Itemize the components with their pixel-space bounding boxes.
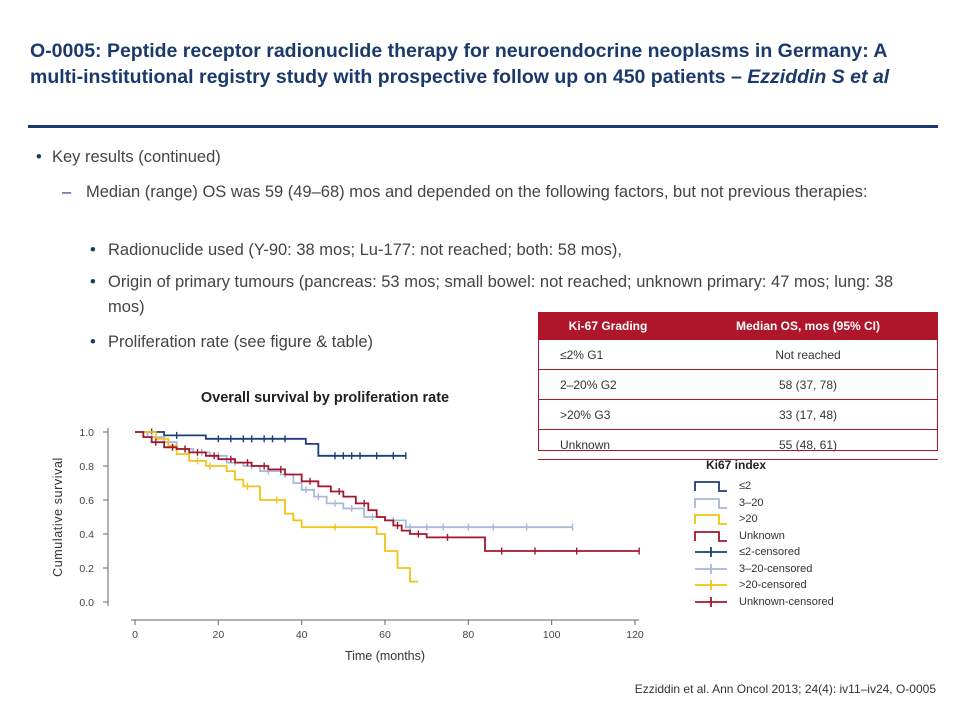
- legend-item-censored: 3–20-censored: [693, 561, 893, 578]
- y-tick-label: 1.0: [79, 427, 94, 439]
- legend-item-censored: Unknown-censored: [693, 594, 893, 611]
- citation: Ezziddin et al. Ann Oncol 2013; 24(4): i…: [634, 682, 936, 696]
- table-cell-median: 58 (37, 78): [678, 369, 938, 400]
- legend-swatch-path: [695, 563, 727, 574]
- legend-item-line: ≤2: [693, 478, 893, 495]
- y-axis-label: Cumulative survival: [51, 457, 65, 577]
- km-curve-series-1: [135, 431, 573, 529]
- legend-item-censored: >20-censored: [693, 577, 893, 594]
- title-main: O-0005: Peptide receptor radionuclide th…: [30, 40, 887, 88]
- table-cell-grading: Unknown: [538, 429, 678, 460]
- bullet-key-results: Key results (continued): [36, 148, 221, 167]
- table-row: 2–20% G2 58 (37, 78): [538, 369, 938, 400]
- x-tick-label: 40: [296, 629, 308, 641]
- table-cell-grading: ≤2% G1: [538, 340, 678, 370]
- table-row: >20% G3 33 (17, 48): [538, 399, 938, 430]
- x-tick-label: 100: [543, 629, 561, 641]
- y-tick-label: 0.4: [79, 529, 94, 541]
- legend-label: 3–20: [739, 496, 764, 509]
- km-curve-series-3: [135, 431, 640, 552]
- table-cell-grading: >20% G3: [538, 399, 678, 430]
- legend: Ki67 index ≤2 3–20 >20 Unknown ≤2-censored 3–…: [693, 458, 893, 610]
- table-row: Unknown 55 (48, 61): [538, 429, 938, 460]
- ki67-table: Ki-67 Grading Median OS, mos (95% CI) ≤2…: [538, 312, 938, 460]
- km-curve-series-2: [135, 431, 419, 583]
- legend-label: Unknown: [739, 529, 785, 542]
- step-swatch-icon: [694, 497, 727, 509]
- step-swatch-icon: [694, 514, 727, 525]
- legend-label: Unknown-censored: [739, 595, 834, 608]
- bullet-radionuclide: Radionuclide used (Y-90: 38 mos; Lu-177:…: [90, 238, 908, 263]
- y-tick-label: 0.2: [79, 563, 94, 575]
- table-cell-median: 55 (48, 61): [678, 429, 938, 460]
- legend-swatch-path: [695, 580, 727, 590]
- table-row: ≤2% G1 Not reached: [538, 340, 938, 370]
- x-tick-label: 20: [212, 629, 224, 641]
- legend-item-censored: ≤2-censored: [693, 544, 893, 561]
- bullet-proliferation: Proliferation rate (see figure & table): [90, 330, 528, 355]
- km-curve-series-0: [135, 431, 406, 457]
- legend-swatch-path: [694, 481, 727, 492]
- page-title: O-0005: Peptide receptor radionuclide th…: [30, 38, 940, 90]
- table-header-median-os: Median OS, mos (95% CI): [678, 312, 938, 340]
- legend-label: >20: [739, 513, 758, 525]
- bullet-origin: Origin of primary tumours (pancreas: 53 …: [90, 270, 898, 320]
- legend-swatch-path: [694, 530, 727, 542]
- legend-label: >20-censored: [739, 579, 807, 591]
- legend-item-line: Unknown: [693, 528, 893, 545]
- legend-swatch-path: [694, 497, 727, 509]
- step-swatch-icon: [694, 530, 727, 542]
- legend-swatch-path: [695, 596, 727, 607]
- step-swatch-icon: [694, 481, 727, 492]
- y-tick-label: 0.6: [79, 495, 94, 507]
- y-tick-label: 0.8: [79, 461, 94, 473]
- censor-swatch-icon: [695, 563, 727, 574]
- title-authors: Ezziddin S et al: [747, 66, 890, 88]
- x-tick-label: 120: [626, 629, 644, 641]
- table-cell-median: Not reached: [678, 340, 938, 370]
- x-tick-label: 0: [132, 629, 138, 641]
- x-axis-label: Time (months): [345, 649, 425, 663]
- legend-swatch-path: [695, 547, 727, 557]
- censor-swatch-icon: [695, 596, 727, 607]
- y-tick-label: 0.0: [79, 597, 94, 609]
- legend-item-line: 3–20: [693, 495, 893, 512]
- legend-label: 3–20-censored: [739, 562, 813, 575]
- x-tick-label: 80: [462, 629, 474, 641]
- legend-title: Ki67 index: [706, 458, 767, 472]
- table-header-row: Ki-67 Grading Median OS, mos (95% CI): [538, 312, 938, 340]
- table-cell-median: 33 (17, 48): [678, 399, 938, 430]
- table-cell-grading: 2–20% G2: [538, 369, 678, 400]
- chart-title: Overall survival by proliferation rate: [200, 390, 450, 406]
- censor-swatch-icon: [695, 580, 727, 590]
- legend-label: ≤2: [739, 480, 752, 492]
- legend-label: ≤2-censored: [739, 546, 801, 558]
- legend-item-line: >20: [693, 511, 893, 528]
- bullet-median-os: Median (range) OS was 59 (49–68) mos and…: [62, 180, 926, 205]
- table-header-grading: Ki-67 Grading: [538, 312, 678, 340]
- x-tick-label: 60: [379, 629, 391, 641]
- censor-swatch-icon: [695, 547, 727, 557]
- legend-swatch-path: [694, 514, 727, 525]
- title-divider: [28, 125, 938, 128]
